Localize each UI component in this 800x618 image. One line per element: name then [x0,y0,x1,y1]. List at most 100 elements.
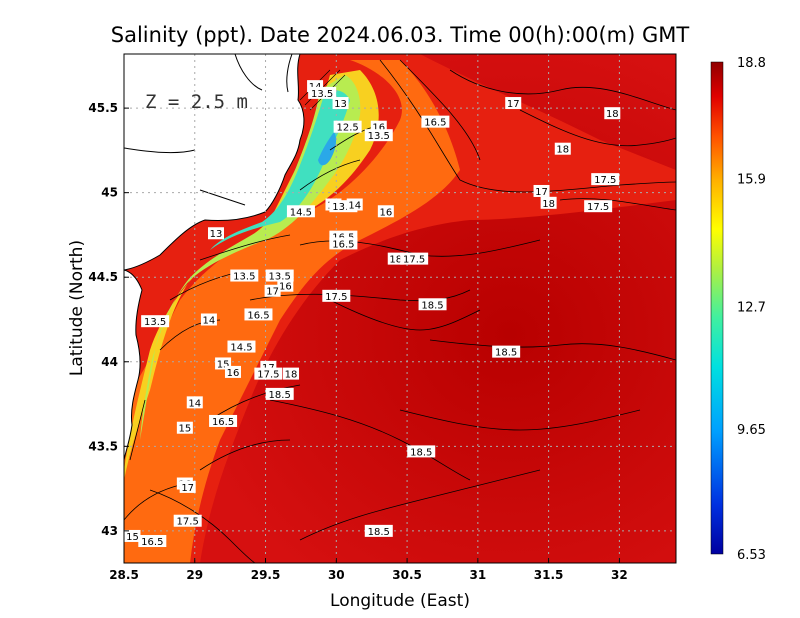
y-tick-label: 44.5 [88,270,118,284]
contour-label-text: 16 [227,368,240,379]
contour-label: 17.5 [173,514,202,528]
coastline-detail [124,54,293,206]
x-tick-label: 28.5 [109,568,139,582]
colorbar-ticks: 18.8 15.9 12.7 9.65 6.53 [737,56,766,563]
contour-label: 16 [277,279,294,293]
contour-label-box [364,524,393,537]
contour-label: 14.5 [227,340,256,354]
contour-label-box [141,315,170,328]
depth-label: Z = 2.5 m [145,91,248,113]
contour-label-text: 18.5 [368,527,390,538]
contour-label: 14 [346,198,363,212]
land-mass-romania-bulgaria [124,269,143,461]
orange-front [124,60,460,563]
contour-label: 16.5 [329,237,358,250]
contour-label: 13.5 [265,269,294,283]
contour-label: 12.5 [333,120,362,134]
contour-label-box [179,480,196,493]
contour-label-text: 13.5 [144,317,166,328]
contour-label-text: 14.5 [290,207,312,218]
contour-label-text: 17.5 [177,517,199,528]
x-axis-ticks: 28.5 29 29.5 30 30.5 31 31.5 32 [109,558,628,582]
contour-label-text: 14 [188,398,201,409]
contour-label: 15 [124,529,141,543]
x-tick-label: 30 [328,568,345,582]
contour-label-box [264,284,281,297]
contour-label: 16.5 [421,115,450,129]
contour-label-box [124,529,141,542]
contour-label-text: 18 [556,145,569,156]
contour-label-text: 18 [389,255,402,266]
contour-label-box [333,120,362,133]
contour-label-text: 15 [217,359,230,370]
contour-label: 18.5 [364,524,393,538]
contour-label: 17 [264,284,281,298]
contour-label-box [540,196,557,209]
map-plot-area [124,54,676,563]
contour-label-box [230,269,259,282]
contour-label-text: 16 [279,282,292,293]
contour-label-box [265,387,294,400]
y-axis-ticks: 43 43.5 44 44.5 45 45.5 [88,101,129,538]
contour-label-text: 13 [210,229,223,240]
contour-label: 14.5 [286,205,315,218]
y-tick-label: 45.5 [88,101,118,115]
contour-label-text: 17 [181,483,194,494]
contour-label-box [604,107,621,120]
contour-label-text: 18 [542,199,555,210]
contour-label-box [286,205,315,218]
y-tick-label: 44 [101,355,118,369]
contour-label-text: 18.5 [495,348,517,359]
contour-label-box [332,97,349,110]
contour-label-box [554,142,571,155]
contour-label: 18.5 [407,445,436,458]
contour-label-text: 18 [606,109,619,120]
contour-label: 16 [377,205,394,218]
contour-label-box [265,269,294,282]
contour-label: 13.5 [364,129,393,142]
contour-label-box [173,514,202,527]
contour-label-text: 17.5 [257,370,279,381]
contour-label-text: 18.5 [410,447,432,458]
contour-label-text: 17.5 [587,202,609,213]
contour-label: 13.5 [230,269,259,283]
contour-lines [124,59,676,563]
x-tick-label: 32 [611,568,628,582]
contour-label-text: 17 [266,287,279,298]
contour-label: 14 [200,313,217,326]
contour-label-box [407,445,436,458]
contour-label: 18 [554,142,571,156]
x-tick-label: 29.5 [251,568,281,582]
contour-label-box [492,345,521,358]
contour-label-text: 14 [203,315,216,326]
contour-label: 16.5 [138,535,167,548]
contour-label-text: 16.5 [212,417,234,428]
contour-label-box [418,298,447,311]
contour-label-text: 13.5 [233,272,255,283]
contour-label-text: 16 [372,123,385,134]
contour-label: 13.5 [308,86,337,100]
contour-label-box [329,237,358,250]
contour-label-text: 12.5 [336,123,358,134]
colorbar-tick-label: 6.53 [737,548,766,563]
x-tick-label: 30.5 [392,568,422,582]
blue-plume-core [318,132,337,166]
y-tick-label: 43 [101,524,118,538]
contour-label-box [254,367,283,380]
contour-label-text: 18.5 [421,300,443,311]
contour-label-box [421,115,450,128]
contour-label-text: 14.5 [230,343,252,354]
contour-label: 17.5 [591,173,620,186]
contour-label: 17 [179,480,196,494]
contour-label: 18.5 [492,345,521,359]
contour-label: 16.5 [244,308,273,321]
contour-label-text: 13 [334,99,347,110]
contour-label: 17.5 [254,367,283,381]
map-title: Salinity (ppt). Date 2024.06.03. Time 00… [111,23,690,47]
contour-label: 15 [176,421,193,435]
contour-label-box [591,173,620,186]
contour-label-box [176,421,193,434]
y-tick-label: 45 [101,186,118,200]
colorbar-tick-label: 12.7 [737,301,766,316]
land-mass-crimea-ukraine [124,54,305,271]
